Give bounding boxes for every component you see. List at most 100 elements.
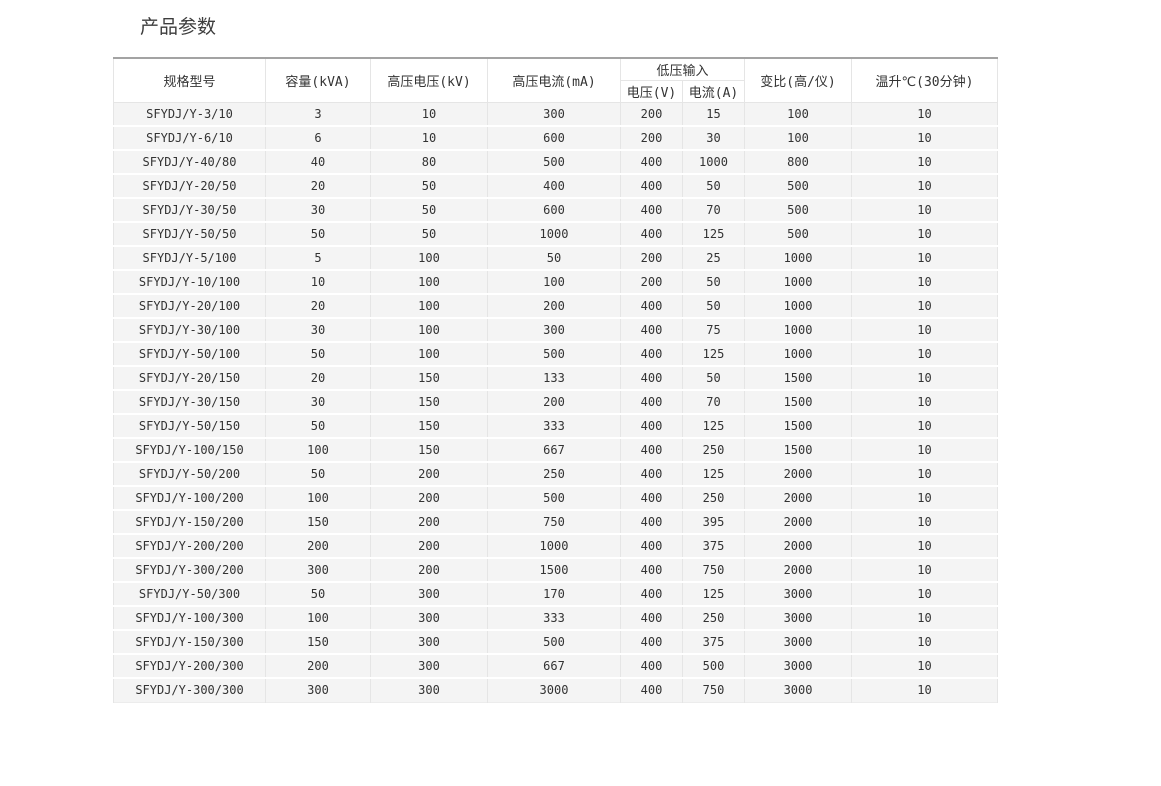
- cell-capacity-kva: 10: [265, 269, 371, 294]
- cell-hv-current-ma: 200: [487, 389, 621, 414]
- cell-ratio: 1000: [744, 293, 853, 318]
- table-row: SFYDJ/Y-20/50 20 50 400 400 50 500 10: [113, 173, 999, 198]
- cell-model: SFYDJ/Y-100/300: [113, 605, 266, 630]
- cell-lv-voltage-v: 200: [620, 245, 683, 270]
- cell-lv-voltage-v: 200: [620, 101, 683, 126]
- cell-capacity-kva: 100: [265, 485, 371, 510]
- table-row: SFYDJ/Y-50/200 50 200 250 400 125 2000 10: [113, 461, 999, 486]
- cell-capacity-kva: 100: [265, 437, 371, 462]
- cell-ratio: 3000: [744, 581, 853, 606]
- cell-hv-current-ma: 667: [487, 653, 621, 678]
- cell-hv-voltage-kv: 100: [370, 293, 488, 318]
- header-lv-voltage: 电压(V): [620, 79, 683, 103]
- cell-lv-current-a: 125: [681, 413, 746, 438]
- cell-model: SFYDJ/Y-30/50: [113, 197, 266, 222]
- cell-lv-current-a: 750: [681, 557, 746, 582]
- header-hv-current: 高压电流(mA): [487, 57, 621, 103]
- cell-lv-voltage-v: 400: [620, 341, 683, 366]
- cell-temp-rise: 10: [851, 125, 999, 150]
- cell-hv-voltage-kv: 50: [370, 221, 488, 246]
- cell-lv-current-a: 250: [681, 605, 746, 630]
- cell-ratio: 100: [744, 101, 853, 126]
- cell-hv-current-ma: 500: [487, 149, 621, 174]
- cell-lv-voltage-v: 400: [620, 365, 683, 390]
- table-row: SFYDJ/Y-200/300 200 300 667 400 500 3000 10: [113, 653, 999, 678]
- table-row: SFYDJ/Y-100/150 100 150 667 400 250 1500 10: [113, 437, 999, 462]
- cell-lv-current-a: 375: [681, 629, 746, 654]
- cell-lv-current-a: 125: [681, 221, 746, 246]
- table-row: SFYDJ/Y-50/150 50 150 333 400 125 1500 10: [113, 413, 999, 438]
- cell-capacity-kva: 20: [265, 173, 371, 198]
- cell-lv-voltage-v: 400: [620, 461, 683, 486]
- cell-ratio: 500: [744, 221, 853, 246]
- cell-ratio: 2000: [744, 533, 853, 558]
- cell-model: SFYDJ/Y-150/300: [113, 629, 266, 654]
- cell-hv-voltage-kv: 100: [370, 317, 488, 342]
- cell-model: SFYDJ/Y-3/10: [113, 101, 266, 126]
- header-hv-voltage: 高压电压(kV): [370, 57, 488, 103]
- cell-ratio: 3000: [744, 677, 853, 702]
- table-row: SFYDJ/Y-30/150 30 150 200 400 70 1500 10: [113, 389, 999, 414]
- cell-lv-voltage-v: 400: [620, 581, 683, 606]
- cell-hv-current-ma: 333: [487, 413, 621, 438]
- table-row: SFYDJ/Y-150/300 150 300 500 400 375 3000 10: [113, 629, 999, 654]
- cell-lv-voltage-v: 400: [620, 557, 683, 582]
- table-row: SFYDJ/Y-20/150 20 150 133 400 50 1500 10: [113, 365, 999, 390]
- cell-lv-voltage-v: 400: [620, 629, 683, 654]
- cell-temp-rise: 10: [851, 437, 999, 462]
- cell-model: SFYDJ/Y-50/150: [113, 413, 266, 438]
- cell-temp-rise: 10: [851, 413, 999, 438]
- cell-hv-current-ma: 333: [487, 605, 621, 630]
- cell-hv-voltage-kv: 50: [370, 173, 488, 198]
- cell-temp-rise: 10: [851, 557, 999, 582]
- cell-ratio: 1500: [744, 389, 853, 414]
- cell-hv-voltage-kv: 80: [370, 149, 488, 174]
- cell-model: SFYDJ/Y-20/50: [113, 173, 266, 198]
- cell-ratio: 800: [744, 149, 853, 174]
- header-lv-current: 电流(A): [681, 79, 746, 103]
- cell-capacity-kva: 50: [265, 581, 371, 606]
- cell-hv-voltage-kv: 200: [370, 461, 488, 486]
- cell-model: SFYDJ/Y-50/100: [113, 341, 266, 366]
- cell-temp-rise: 10: [851, 365, 999, 390]
- cell-temp-rise: 10: [851, 317, 999, 342]
- cell-lv-current-a: 50: [681, 269, 746, 294]
- cell-hv-voltage-kv: 100: [370, 341, 488, 366]
- cell-capacity-kva: 200: [265, 653, 371, 678]
- header-row-top: 规格型号 容量(kVA) 高压电压(kV) 高压电流(mA) 低压输入 变比(高…: [113, 57, 999, 103]
- cell-temp-rise: 10: [851, 149, 999, 174]
- cell-model: SFYDJ/Y-50/300: [113, 581, 266, 606]
- cell-lv-current-a: 70: [681, 389, 746, 414]
- cell-lv-voltage-v: 400: [620, 677, 683, 702]
- cell-capacity-kva: 3: [265, 101, 371, 126]
- cell-lv-current-a: 50: [681, 173, 746, 198]
- cell-hv-current-ma: 250: [487, 461, 621, 486]
- cell-hv-voltage-kv: 200: [370, 533, 488, 558]
- table-row: SFYDJ/Y-200/200 200 200 1000 400 375 2000 10: [113, 533, 999, 558]
- cell-hv-current-ma: 600: [487, 197, 621, 222]
- cell-temp-rise: 10: [851, 581, 999, 606]
- table-body: SFYDJ/Y-3/10 3 10 300 200 15 100 10 SFYDJ/Y-6/10…: [113, 101, 999, 702]
- cell-hv-current-ma: 100: [487, 269, 621, 294]
- cell-lv-current-a: 500: [681, 653, 746, 678]
- cell-ratio: 3000: [744, 653, 853, 678]
- table-row: SFYDJ/Y-30/100 30 100 300 400 75 1000 10: [113, 317, 999, 342]
- cell-lv-current-a: 395: [681, 509, 746, 534]
- cell-hv-current-ma: 500: [487, 341, 621, 366]
- cell-hv-voltage-kv: 150: [370, 389, 488, 414]
- cell-temp-rise: 10: [851, 533, 999, 558]
- cell-capacity-kva: 300: [265, 557, 371, 582]
- cell-model: SFYDJ/Y-10/100: [113, 269, 266, 294]
- cell-ratio: 3000: [744, 605, 853, 630]
- table-row: SFYDJ/Y-20/100 20 100 200 400 50 1000 10: [113, 293, 999, 318]
- cell-lv-voltage-v: 400: [620, 149, 683, 174]
- cell-temp-rise: 10: [851, 245, 999, 270]
- cell-model: SFYDJ/Y-30/100: [113, 317, 266, 342]
- cell-model: SFYDJ/Y-50/200: [113, 461, 266, 486]
- cell-lv-current-a: 30: [681, 125, 746, 150]
- cell-hv-voltage-kv: 200: [370, 485, 488, 510]
- cell-capacity-kva: 20: [265, 293, 371, 318]
- cell-lv-current-a: 125: [681, 581, 746, 606]
- cell-capacity-kva: 50: [265, 341, 371, 366]
- cell-model: SFYDJ/Y-5/100: [113, 245, 266, 270]
